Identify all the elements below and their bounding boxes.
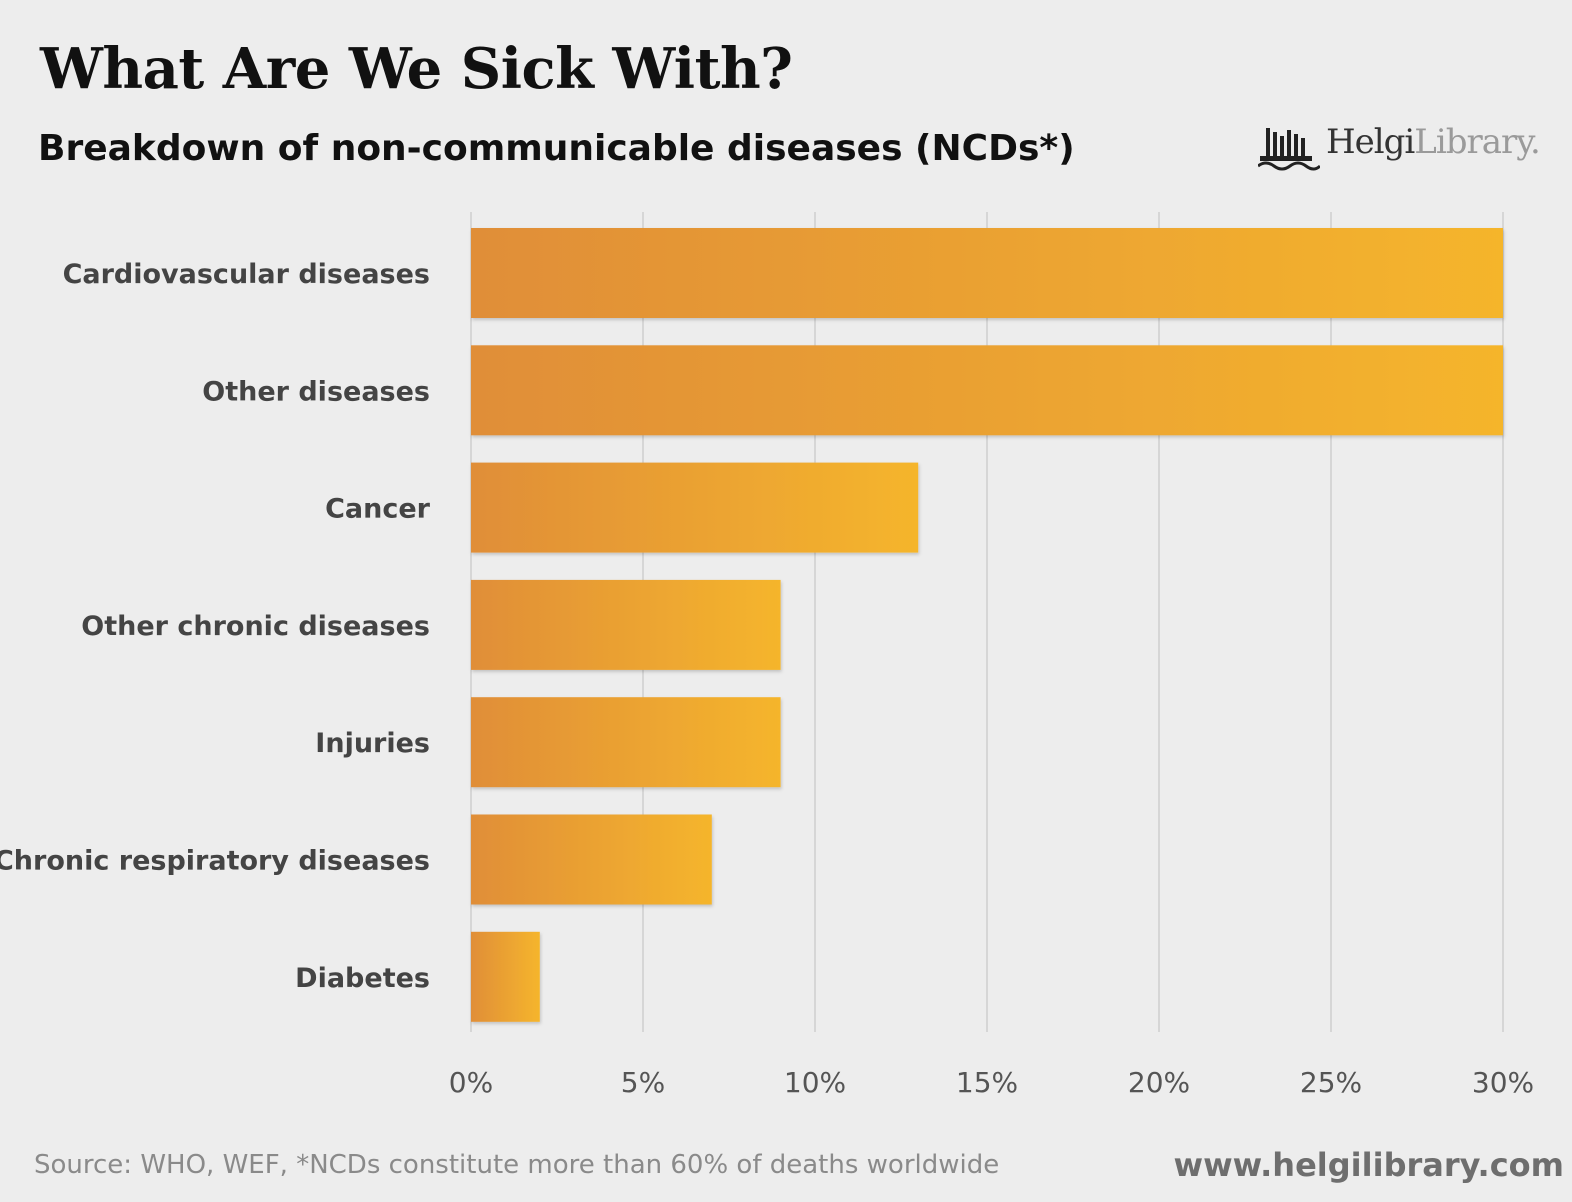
x-tick-label: 5% (621, 1066, 665, 1099)
helgi-library-logo: HelgiLibrary. (1258, 118, 1548, 178)
bar (471, 697, 781, 788)
category-label: Chronic respiratory diseases (0, 846, 430, 877)
category-label: Cancer (325, 494, 431, 525)
logo-text: HelgiLibrary. (1326, 122, 1541, 162)
x-tick-label: 15% (956, 1066, 1018, 1099)
bar (471, 345, 1503, 436)
chart-subtitle: Breakdown of non-communicable diseases (… (38, 128, 1075, 169)
bar (471, 462, 919, 553)
x-tick-label: 20% (1128, 1066, 1190, 1099)
x-axis-ticks: 0% 5% 10% 15% 20% 25% 30% (449, 1066, 1534, 1099)
category-label: Cardiovascular diseases (63, 259, 430, 290)
logo-name-secondary: Library. (1414, 122, 1540, 162)
category-label: Injuries (315, 728, 430, 759)
x-tick-label: 0% (449, 1066, 493, 1099)
website-link[interactable]: www.helgilibrary.com (1173, 1146, 1565, 1184)
bar (471, 579, 781, 670)
logo-name-primary: Helgi (1326, 122, 1415, 162)
bar (471, 931, 540, 1022)
category-labels: Cardiovascular diseases Other diseases Can… (0, 259, 431, 994)
category-label: Other chronic diseases (81, 611, 430, 642)
chart-title: What Are We Sick With? (40, 36, 793, 102)
source-note: Source: WHO, WEF, *NCDs constitute more … (34, 1150, 1000, 1180)
x-tick-label: 30% (1472, 1066, 1534, 1099)
category-label: Diabetes (295, 963, 430, 994)
bars (471, 228, 1503, 1022)
category-label: Other diseases (202, 376, 430, 407)
x-tick-label: 10% (784, 1066, 846, 1099)
x-tick-label: 25% (1300, 1066, 1362, 1099)
bar (471, 228, 1503, 318)
bar (471, 814, 712, 905)
city-skyline-icon (1258, 128, 1320, 171)
